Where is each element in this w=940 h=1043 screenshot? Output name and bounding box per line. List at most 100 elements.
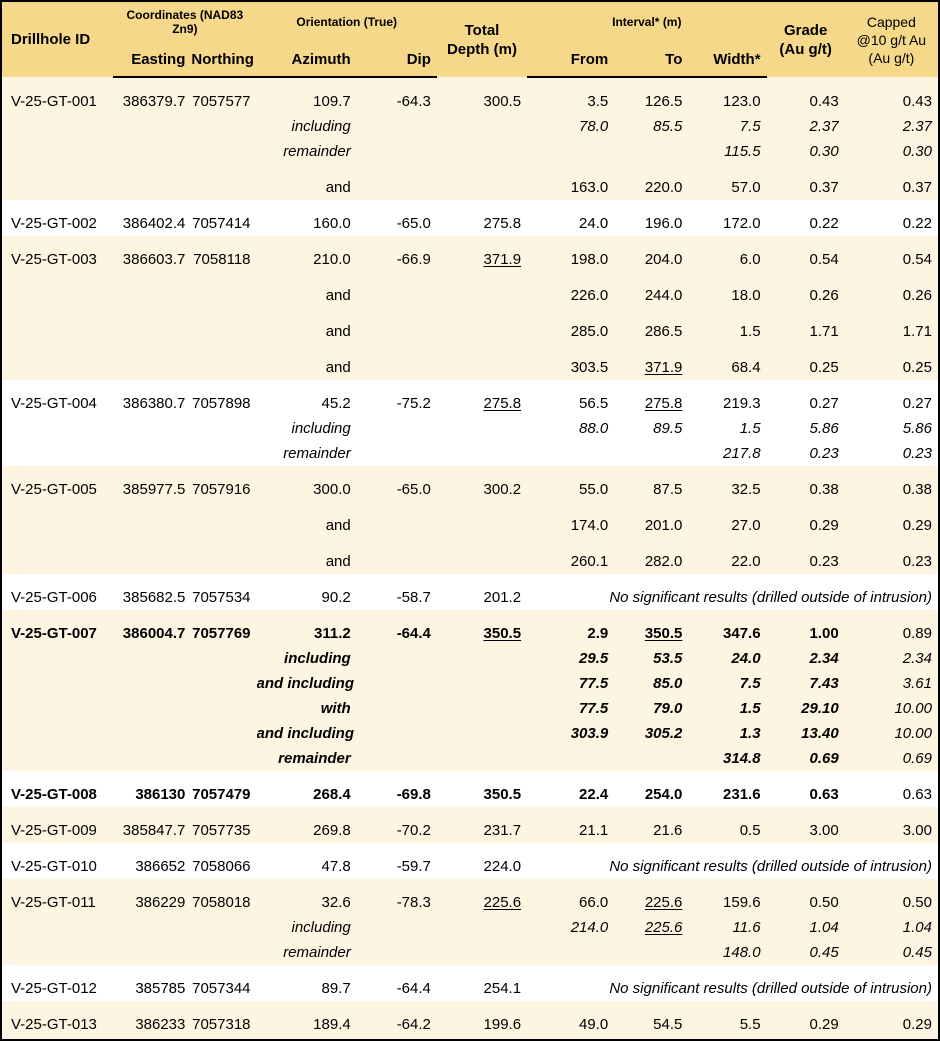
cell-total-depth: 201.2 <box>437 574 527 610</box>
cell-from: 285.0 <box>570 323 609 340</box>
cell-from: 303.9 <box>570 725 609 742</box>
cell-northing: 7057534 <box>192 589 251 606</box>
cell-grade: 1.71 <box>809 323 839 340</box>
cell-to-value: 225.6 <box>644 919 683 936</box>
cell-to: 225.6 <box>614 879 688 915</box>
cell-qualifier: and <box>325 179 351 196</box>
cell-from: 174.0 <box>570 517 609 534</box>
cell-easting <box>113 671 191 696</box>
cell-no-results: No significant results (drilled outside … <box>609 980 932 997</box>
cell-capped: 0.43 <box>902 92 932 110</box>
cell-northing <box>191 344 256 380</box>
cell-drillhole-id <box>1 272 113 308</box>
cell-from: 29.5 <box>579 650 609 667</box>
cell-to-value: 196.0 <box>644 215 683 232</box>
cell-capped: 2.34 <box>902 650 932 667</box>
cell-drillhole-id <box>1 940 113 965</box>
cell-width: 11.6 <box>732 919 761 936</box>
cell-drillhole-id: V-25-GT-012 <box>11 980 97 997</box>
table-row: remainder 217.8 0.23 0.23 <box>1 441 939 466</box>
cell-total-depth-value: 350.5 <box>483 786 522 803</box>
cell-easting <box>113 344 191 380</box>
cell-easting <box>113 416 191 441</box>
cell-from: 49.0 <box>579 1016 609 1033</box>
cell-to: 371.9 <box>614 344 688 380</box>
cell-drillhole-id <box>1 538 113 574</box>
header-coordinates-group: Coordinates (NAD83 Zn9) <box>113 1 257 42</box>
cell-total-depth: 225.6 <box>437 879 527 915</box>
cell-to: 225.6 <box>614 915 688 940</box>
cell-width: 347.6 <box>723 625 761 642</box>
cell-capped: 0.29 <box>902 517 932 534</box>
cell-northing <box>191 139 256 164</box>
cell-from: 214.0 <box>570 919 609 936</box>
header-capped-line1: Capped <box>866 13 916 30</box>
header-capped: Capped @10 g/t Au (Au g/t) <box>844 1 939 77</box>
header-total-depth: Total Depth (m) <box>436 1 528 77</box>
cell-width: 1.5 <box>739 420 761 437</box>
cell-to-value: 275.8 <box>644 395 683 412</box>
cell-grade: 0.29 <box>809 517 839 534</box>
cell-grade: 29.10 <box>801 700 839 717</box>
header-capped-line3: (Au g/t) <box>868 49 915 66</box>
cell-total-depth <box>437 416 527 441</box>
cell-grade: 0.50 <box>809 894 839 911</box>
cell-capped: 0.22 <box>902 215 932 232</box>
cell-total-depth: 275.8 <box>437 380 527 416</box>
table-row: V-25-GT-006 385682.5 7057534 90.2 -58.7 201.2… <box>1 574 939 610</box>
cell-capped: 0.50 <box>902 894 932 911</box>
cell-grade: 0.43 <box>809 92 839 110</box>
header-total-depth-line1: Total <box>464 21 500 39</box>
table-row: and 303.5 371.9 68.4 0.25 0.25 <box>1 344 939 380</box>
table-row: V-25-GT-012 385785 7057344 89.7 -64.4 254.1 No… <box>1 965 939 1001</box>
cell-northing <box>191 114 256 139</box>
cell-to-value: 225.6 <box>644 894 683 911</box>
cell-to: 89.5 <box>614 416 688 441</box>
cell-to-value: 305.2 <box>644 725 683 742</box>
cell-total-depth-value: 275.8 <box>483 215 522 232</box>
cell-easting <box>113 502 191 538</box>
cell-dip <box>357 502 437 538</box>
cell-total-depth: 350.5 <box>437 771 527 807</box>
cell-northing: 7058066 <box>192 858 251 875</box>
cell-dip: -64.4 <box>396 625 431 642</box>
cell-from: 88.0 <box>579 420 609 437</box>
cell-from: 163.0 <box>570 179 609 196</box>
table-row: V-25-GT-003 386603.7 7058118 210.0 -66.9 371.… <box>1 236 939 272</box>
cell-from: 303.5 <box>570 359 609 376</box>
cell-northing: 7057479 <box>192 786 251 803</box>
header-northing: Northing <box>191 42 257 78</box>
cell-width: 5.5 <box>739 1016 761 1033</box>
cell-total-depth-value: 231.7 <box>483 822 522 839</box>
cell-drillhole-id <box>1 416 113 441</box>
cell-azimuth: 47.8 <box>321 858 351 875</box>
cell-capped: 0.45 <box>902 944 932 961</box>
cell-azimuth: 210.0 <box>313 251 351 268</box>
cell-width: 0.5 <box>739 822 761 839</box>
cell-easting <box>113 441 191 466</box>
cell-to-value: 21.6 <box>653 822 683 839</box>
cell-easting: 386603.7 <box>122 251 186 268</box>
cell-northing: 7057414 <box>192 215 251 232</box>
cell-northing <box>191 164 256 200</box>
cell-grade: 0.23 <box>809 553 839 570</box>
cell-easting <box>113 696 191 721</box>
cell-from: 77.5 <box>579 675 609 692</box>
cell-drillhole-id <box>1 915 113 940</box>
cell-capped: 10.00 <box>894 725 932 742</box>
cell-to <box>614 746 688 771</box>
cell-to: 53.5 <box>614 646 688 671</box>
cell-capped: 1.04 <box>902 919 932 936</box>
cell-total-depth <box>437 344 527 380</box>
cell-total-depth <box>437 646 527 671</box>
cell-dip <box>357 721 437 746</box>
cell-northing: 7057916 <box>192 481 251 498</box>
cell-total-depth <box>437 441 527 466</box>
cell-to: 21.6 <box>614 807 688 843</box>
header-grade-line1: Grade <box>783 21 828 39</box>
cell-qualifier: and <box>325 323 351 340</box>
table-row: V-25-GT-010 386652 7058066 47.8 -59.7 224.0 No… <box>1 843 939 879</box>
cell-total-depth <box>437 114 527 139</box>
cell-capped: 3.00 <box>902 822 932 839</box>
cell-to: 275.8 <box>614 380 688 416</box>
